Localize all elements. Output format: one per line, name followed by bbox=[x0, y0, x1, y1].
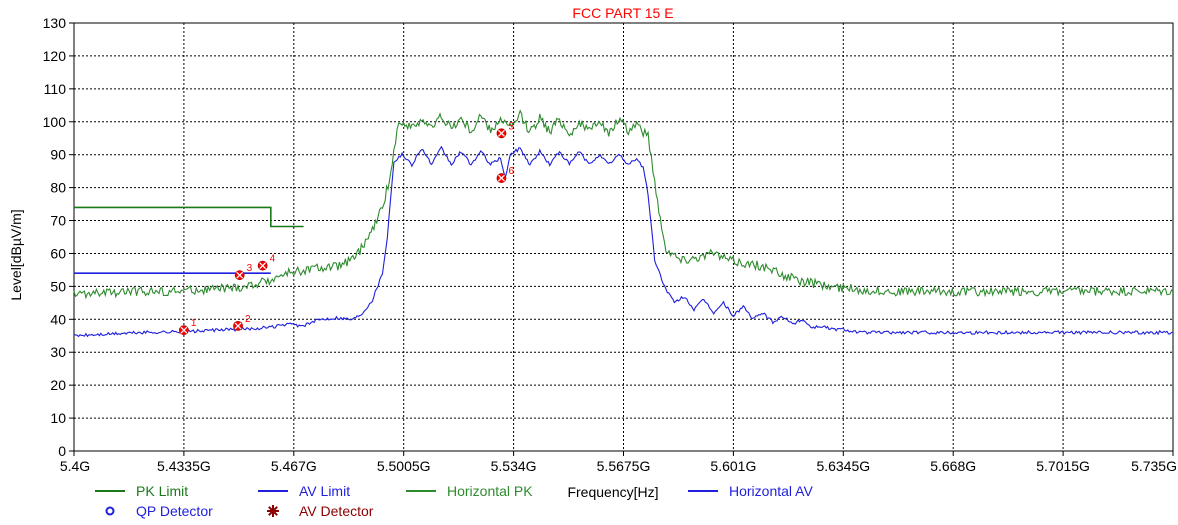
marker-label: 4 bbox=[270, 254, 276, 265]
marker-5: 5 bbox=[496, 121, 514, 139]
y-tick-label: 100 bbox=[43, 114, 67, 130]
y-axis-label: Level[dBµV/m] bbox=[8, 209, 24, 300]
x-tick-label: 5.735G bbox=[1131, 458, 1177, 474]
x-tick-label: 5.601G bbox=[710, 458, 756, 474]
y-tick-label: 30 bbox=[50, 344, 66, 360]
marker-label: 2 bbox=[245, 314, 251, 325]
y-tick-label: 10 bbox=[50, 410, 66, 426]
y-axis-ticks: 0 10 20 30 40 50 60 70 80 90 100 110 120 130 bbox=[43, 15, 74, 459]
legend-label: PK Limit bbox=[136, 483, 188, 499]
y-tick-label: 80 bbox=[50, 180, 66, 196]
marker-4: 4 bbox=[257, 254, 276, 271]
legend-label: Horizontal AV bbox=[729, 483, 813, 499]
series-horizontal-av-line bbox=[73, 145, 1174, 338]
legend-swatch-star bbox=[267, 505, 279, 517]
y-tick-label: 40 bbox=[50, 311, 66, 327]
marker-2: 2 bbox=[233, 314, 251, 331]
x-tick-label: 5.668G bbox=[930, 458, 976, 474]
x-tick-label: 5.4335G bbox=[157, 458, 211, 474]
marker-cross bbox=[498, 174, 505, 182]
marker-label: 6 bbox=[508, 166, 514, 177]
x-tick-label: 5.5675G bbox=[597, 458, 651, 474]
marker-label: 1 bbox=[191, 318, 197, 329]
marker-label: 5 bbox=[508, 121, 514, 132]
legend-item-qp-detector: QP Detector bbox=[105, 503, 213, 519]
series-horizontal-pk-line bbox=[73, 109, 1174, 300]
marker-cross bbox=[234, 322, 242, 330]
marker-3: 3 bbox=[234, 263, 253, 281]
y-tick-label: 110 bbox=[44, 81, 67, 97]
marker-6: 6 bbox=[496, 166, 514, 183]
y-tick-label: 50 bbox=[50, 278, 66, 294]
marker-cross bbox=[259, 262, 267, 270]
marker-cross bbox=[498, 129, 505, 137]
legend-swatch-circle bbox=[105, 506, 115, 516]
legend: PK Limit AV Limit Horizontal PK Horizontal … bbox=[95, 483, 813, 519]
y-tick-label: 0 bbox=[58, 443, 66, 459]
legend-item-horizontal-pk: Horizontal PK bbox=[406, 483, 533, 499]
legend-label: Horizontal PK bbox=[447, 483, 533, 499]
marker-label: 3 bbox=[247, 263, 253, 274]
chart-title: FCC PART 15 E bbox=[572, 5, 673, 21]
series-layer bbox=[73, 109, 1174, 338]
x-axis-label: Frequency[Hz] bbox=[567, 484, 658, 500]
x-tick-label: 5.5005G bbox=[377, 458, 431, 474]
marker-cross bbox=[180, 326, 188, 334]
legend-label: QP Detector bbox=[136, 503, 213, 519]
x-tick-label: 5.6345G bbox=[816, 458, 870, 474]
y-tick-label: 70 bbox=[50, 213, 66, 229]
grid bbox=[74, 23, 1173, 451]
marker-1: 1 bbox=[178, 318, 197, 336]
y-tick-label: 20 bbox=[50, 377, 66, 393]
x-tick-label: 5.4G bbox=[60, 458, 90, 474]
legend-label: AV Detector bbox=[299, 503, 374, 519]
legend-item-pk-limit: PK Limit bbox=[95, 483, 188, 499]
y-tick-label: 90 bbox=[50, 147, 66, 163]
x-tick-label: 5.467G bbox=[271, 458, 317, 474]
x-tick-label: 5.7015G bbox=[1036, 458, 1090, 474]
series-pk-limit-line bbox=[74, 206, 304, 228]
y-tick-label: 60 bbox=[50, 245, 66, 261]
y-tick-label: 130 bbox=[43, 15, 67, 31]
marker-layer: 1 2 3 4 5 6 bbox=[178, 121, 514, 336]
x-tick-label: 5.534G bbox=[491, 458, 537, 474]
legend-item-horizontal-av: Horizontal AV bbox=[688, 483, 813, 499]
legend-item-av-detector: AV Detector bbox=[267, 503, 374, 519]
legend-item-av-limit: AV Limit bbox=[258, 483, 350, 499]
legend-label: AV Limit bbox=[299, 483, 350, 499]
x-axis-ticks: 5.4G 5.4335G 5.467G 5.5005G 5.534G 5.5675G 5.6… bbox=[60, 451, 1177, 474]
marker-cross bbox=[236, 271, 244, 279]
y-tick-label: 120 bbox=[43, 48, 67, 64]
